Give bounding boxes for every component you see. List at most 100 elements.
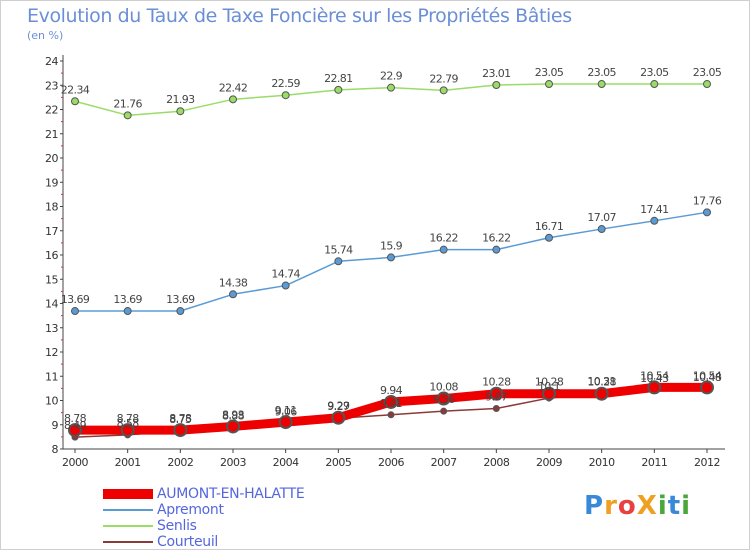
y-tick-label: 21: [45, 128, 58, 141]
data-label: 14.74: [271, 268, 300, 281]
data-label: 23.05: [693, 66, 722, 79]
data-label: 10.28: [535, 376, 564, 389]
y-tick-label: 19: [45, 176, 58, 189]
series-point: [176, 107, 185, 116]
x-tick-label: 2004: [273, 456, 299, 469]
y-tick-label: 23: [45, 79, 58, 92]
series-point: [278, 415, 293, 430]
x-tick-label: 2002: [167, 456, 193, 469]
series-point: [436, 391, 451, 406]
series-point: [492, 81, 501, 90]
x-tick-label: 2005: [325, 456, 351, 469]
chart-title: Evolution du Taux de Taxe Foncière sur l…: [27, 5, 572, 27]
x-tick-label: 2000: [62, 456, 88, 469]
x-tick-label: 2012: [694, 456, 720, 469]
data-label: 22.9: [380, 70, 403, 83]
series-point: [120, 423, 135, 438]
data-label: 8.93: [222, 408, 245, 421]
x-tick-label: 2001: [115, 456, 141, 469]
legend-swatch: [103, 525, 153, 527]
series-point: [489, 386, 504, 401]
logo-letter: P: [584, 491, 605, 521]
data-label: 22.79: [429, 72, 458, 85]
series-point: [387, 253, 395, 262]
logo-letter: o: [617, 491, 637, 521]
x-tick-label: 2010: [589, 456, 615, 469]
data-label: 8.49: [64, 419, 87, 432]
series-point: [545, 80, 553, 89]
y-tick-label: 24: [45, 55, 58, 68]
legend-label: AUMONT-EN-HALATTE: [157, 486, 305, 502]
series-point: [229, 290, 237, 299]
data-label: 10.1: [538, 380, 560, 393]
data-label: 10.48: [693, 371, 722, 384]
series-point: [226, 419, 240, 434]
data-label: 14.38: [219, 276, 248, 289]
x-tick-label: 2009: [536, 456, 562, 469]
series-labels: 8.78 8.78 8.78 8.93 9.11 9.299.94 10.08 10.28 10…: [61, 66, 723, 432]
y-tick-label: 20: [45, 152, 58, 165]
logo-letter: X: [636, 491, 658, 521]
data-label: 16.22: [482, 232, 511, 245]
data-label: 16.22: [429, 232, 458, 245]
y-tick-label: 15: [45, 273, 58, 286]
data-label: 17.07: [587, 211, 616, 224]
series-point: [542, 386, 556, 401]
data-label: 22.81: [324, 72, 353, 85]
y-tick-label: 9: [52, 419, 59, 432]
series-point: [387, 83, 395, 92]
legend-item: Courteuil: [103, 534, 423, 550]
data-label: 10.28: [587, 376, 616, 389]
legend-label: Courteuil: [157, 534, 219, 550]
data-label: 8.88: [222, 410, 245, 423]
data-label: 8.78: [169, 412, 192, 425]
legend-item: Apremont: [103, 502, 423, 518]
series-point: [492, 405, 500, 413]
logo-letter: i: [657, 491, 668, 521]
legend-item: AUMONT-EN-HALATTE: [103, 486, 423, 502]
y-tick-label: 17: [45, 225, 58, 238]
data-label: 9.29: [327, 400, 350, 413]
series-point: [384, 394, 398, 409]
series-point: [700, 380, 714, 395]
series-point: [545, 233, 553, 242]
series-point: [176, 307, 185, 316]
chart-subtitle: (en %): [27, 29, 64, 42]
logo-letter: r: [604, 491, 618, 521]
series-point: [123, 307, 132, 316]
legend-swatch: [103, 541, 153, 543]
series-point: [594, 386, 609, 401]
series-point: [650, 216, 659, 225]
series-point: [71, 307, 79, 316]
series-point: [440, 407, 448, 415]
series-point: [334, 257, 343, 266]
data-label: 22.42: [219, 81, 248, 94]
series-point: [703, 80, 711, 89]
series-point: [123, 111, 132, 120]
series-point: [331, 410, 346, 425]
data-label: 10.54: [640, 369, 669, 382]
y-tick-label: 13: [45, 322, 58, 335]
series-points: [68, 80, 714, 441]
data-label: 17.76: [693, 194, 722, 207]
data-label: 22.34: [61, 83, 90, 96]
series-point: [173, 423, 188, 438]
data-label: 9.41: [380, 397, 402, 410]
y-tick-label: 18: [45, 201, 58, 214]
data-label: 23.01: [482, 67, 511, 80]
series-point: [597, 225, 606, 234]
data-label: 9.56: [433, 393, 456, 406]
data-label: 13.69: [61, 293, 90, 306]
x-tick-label: 2011: [641, 456, 667, 469]
series-point: [68, 423, 82, 438]
data-label: 10.28: [482, 376, 511, 389]
data-label: 10.54: [693, 369, 722, 382]
legend-label: Apremont: [157, 502, 224, 518]
data-label: 10.43: [640, 372, 669, 385]
y-tick-label: 14: [45, 298, 58, 311]
data-label: 8.75: [169, 413, 192, 426]
legend-swatch: [103, 489, 153, 499]
y-tick-label: 8: [52, 443, 59, 456]
series-point: [281, 91, 290, 100]
y-tick-label: 16: [45, 249, 58, 262]
